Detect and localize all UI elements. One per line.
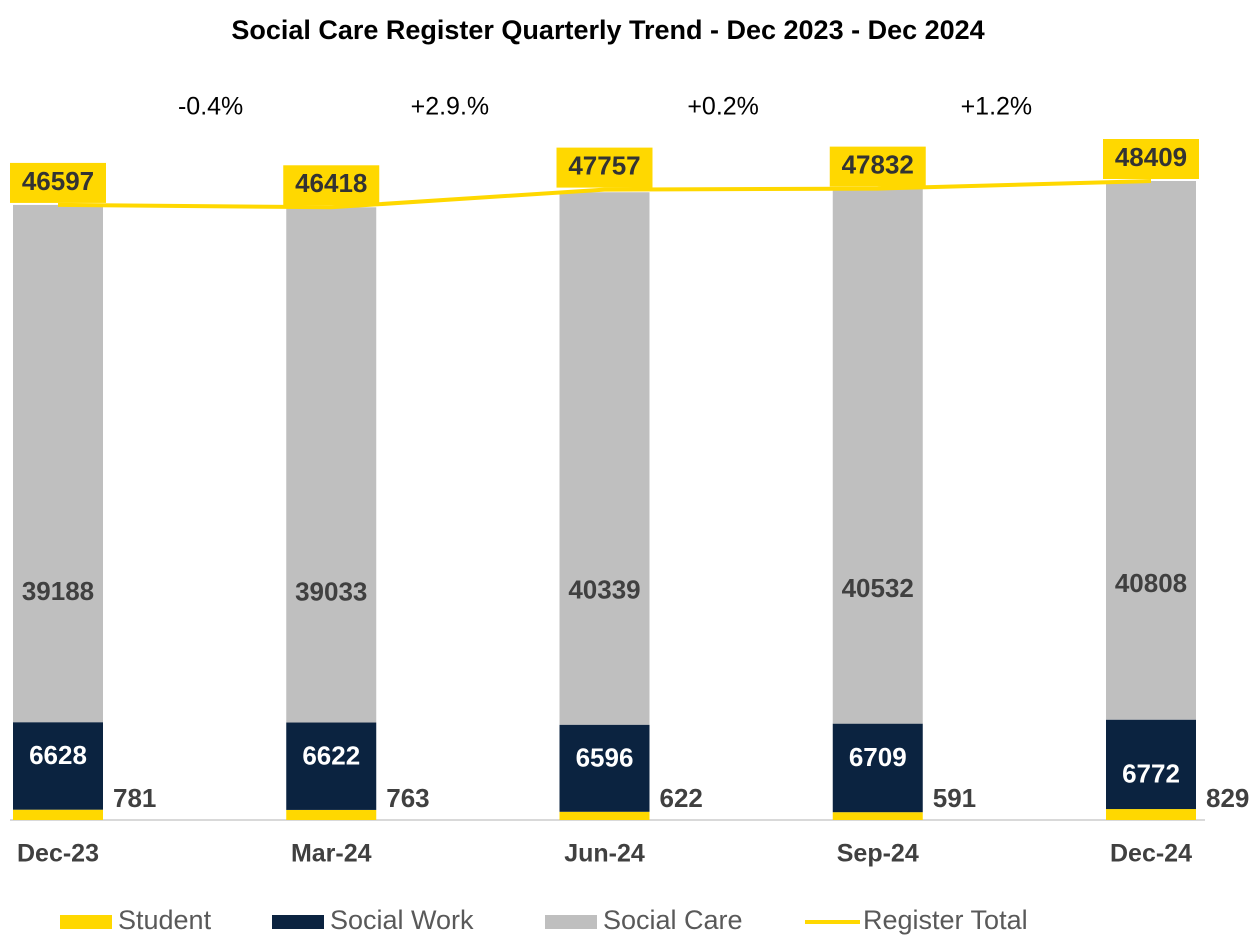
data-label: 39188 — [22, 576, 94, 606]
data-label: 40339 — [568, 574, 640, 604]
data-label-box — [283, 165, 380, 206]
data-label: 47832 — [842, 149, 914, 179]
bar-segment — [832, 188, 923, 724]
legend-label: Student — [118, 905, 212, 935]
chart-title: Social Care Register Quarterly Trend - D… — [231, 15, 984, 45]
annotation: +1.2% — [961, 93, 1033, 121]
x-tick-label: Jun-24 — [564, 840, 645, 868]
data-label: 46597 — [22, 166, 94, 196]
data-label: 763 — [386, 783, 429, 813]
line — [57, 179, 1152, 210]
data-label: 6622 — [302, 740, 360, 770]
data-label-box — [1103, 139, 1199, 180]
data-label: 40808 — [1115, 568, 1187, 598]
data-label: 6772 — [1122, 758, 1180, 788]
bar-segment — [832, 812, 923, 820]
data-label: 6628 — [29, 740, 87, 770]
data-label-box — [556, 147, 653, 188]
bar-segment — [286, 207, 377, 723]
data-label: 591 — [933, 783, 976, 813]
legend-swatch — [60, 915, 112, 929]
annotation: -0.4% — [178, 93, 243, 121]
bar-segment — [559, 811, 650, 820]
bar-segment — [13, 204, 103, 723]
data-label: 47757 — [568, 150, 640, 180]
x-tick-label: Sep-24 — [837, 840, 919, 868]
bar-segment — [832, 723, 923, 813]
bar-segment — [1106, 809, 1196, 820]
legend-label: Register Total — [863, 905, 1028, 935]
x-tick-label: Dec-23 — [17, 840, 99, 868]
bar-segment — [286, 809, 377, 820]
data-label: 48409 — [1115, 142, 1187, 172]
bar-segment — [559, 192, 650, 725]
bar-segment — [1106, 719, 1196, 810]
annotation: +2.9.% — [411, 93, 490, 121]
legend-swatch — [545, 915, 597, 929]
data-label: 6596 — [576, 742, 634, 772]
annotation: +0.2% — [687, 93, 759, 121]
data-label: 46418 — [295, 168, 367, 198]
bar-segment — [559, 724, 650, 812]
data-label: 829 — [1206, 783, 1249, 813]
legend-swatch — [272, 915, 324, 929]
data-label: 40532 — [842, 573, 914, 603]
bar-segment — [286, 722, 377, 810]
data-label: 6709 — [849, 742, 907, 772]
bar-segment — [1106, 181, 1196, 720]
bar-segment — [13, 809, 103, 820]
data-label: 781 — [113, 783, 156, 813]
bar-segment — [13, 722, 103, 810]
legend-label: Social Work — [330, 905, 474, 935]
data-label: 622 — [660, 783, 703, 813]
data-label-box — [10, 162, 106, 203]
x-tick-label: Mar-24 — [291, 840, 372, 868]
data-label-box — [829, 146, 926, 187]
x-tick-label: Dec-24 — [1110, 840, 1192, 868]
legend-label: Social Care — [603, 905, 743, 935]
data-label: 39033 — [295, 577, 367, 607]
